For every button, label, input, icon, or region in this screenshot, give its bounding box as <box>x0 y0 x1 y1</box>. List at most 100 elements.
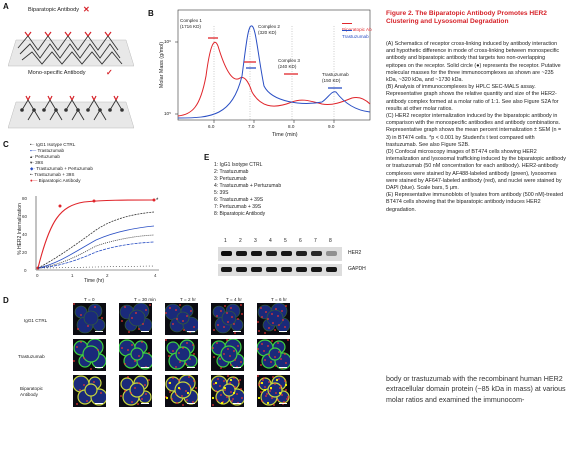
scale-bar <box>95 402 103 404</box>
lane-5: 5 <box>284 238 287 244</box>
panel-c-label: C <box>3 140 9 149</box>
band-her2-lane-5 <box>281 251 292 256</box>
caption-d: (D) Confocal microscopy images of BT474 … <box>386 149 566 192</box>
legend-trastuzumab-label: Trastuzumab <box>342 34 369 39</box>
legend-c-biparatopic: ●— Biparatopic Antibody <box>30 178 81 183</box>
legend-e-3: 3: Pertuzumab <box>214 176 247 182</box>
annotation-complex2: Complex 2 (320 KD) <box>258 24 280 35</box>
panel-a-schematic: Biparatopic Antibody ✕ Mono-specific Ant… <box>8 5 134 132</box>
legend-biparatopic: Biparatopic Ab <box>342 21 374 33</box>
col-label-t6: T = 6 hr <box>271 297 287 302</box>
monospecific-title: Mono-specific Antibody <box>28 70 86 76</box>
band-gapdh-lane-5 <box>281 267 292 272</box>
panel-c-ylabel: % HER2 Internalization <box>17 203 23 255</box>
row-label-biparatopic: Biparatopic Antibody <box>20 386 43 397</box>
micrograph-r3-c3 <box>165 375 198 407</box>
lane-3: 3 <box>254 238 257 244</box>
panel-e-legend: 1: IgG1 Isotype CTRL 2: Trastuzumab 3: P… <box>214 162 281 218</box>
band-her2-lane-4 <box>266 251 277 256</box>
caption-a: (A) Schematics of receptor cross-linking… <box>386 41 561 84</box>
lane-1: 1 <box>224 238 227 244</box>
ytick-1e5: 10⁵ <box>164 111 172 116</box>
caption-c: (C) HER2 receptor internalization induce… <box>386 113 562 148</box>
scale-bar <box>141 366 149 368</box>
figure-caption-body: (A) Schematics of receptor cross-linking… <box>386 41 566 214</box>
band-gapdh-lane-2 <box>236 267 247 272</box>
panel-e-label: E <box>204 153 210 162</box>
band-gapdh-lane-3 <box>251 267 262 272</box>
annotation-complex1: Complex 1 (1716 KD) <box>180 18 202 29</box>
micrograph-r3-c4 <box>211 375 244 407</box>
col-label-t0: T = 0 <box>84 297 95 302</box>
legend-c-trast-pertu: ◆· Trastuzumab + Pertuzumab <box>30 166 93 171</box>
micrograph-r2-c5 <box>257 339 290 371</box>
panel-e-blot <box>218 247 342 279</box>
micrograph-r1-c2 <box>119 303 152 335</box>
scale-bar <box>233 402 241 404</box>
legend-biparatopic-label: Biparatopic Ab <box>342 27 372 32</box>
legend-trastuzumab: Trastuzumab <box>342 28 374 40</box>
micrograph-r1-c1 <box>73 303 106 335</box>
col-label-t2: T = 2 hr <box>180 297 196 302</box>
lane-8: 8 <box>329 238 332 244</box>
band-gapdh-lane-4 <box>266 267 277 272</box>
panel-b-label: B <box>148 9 154 18</box>
svg-text:20: 20 <box>22 250 28 255</box>
svg-text:40: 40 <box>22 232 28 237</box>
svg-text:60: 60 <box>22 214 28 219</box>
lane-7: 7 <box>314 238 317 244</box>
band-her2-lane-6 <box>296 251 307 256</box>
legend-c-igg1: •·· IgG1 Isotype CTRL <box>30 142 76 147</box>
micrograph-r3-c1 <box>73 375 106 407</box>
svg-text:*: * <box>156 198 159 204</box>
scale-bar <box>279 366 287 368</box>
scale-bar <box>279 330 287 332</box>
annotation-complex3: Complex 3 (240 KD) <box>278 58 300 69</box>
legend-c-pertuzumab: ▴· Pertuzumab <box>30 154 60 159</box>
band-label-gapdh: GAPDH <box>348 266 366 272</box>
micrograph-r2-c3 <box>165 339 198 371</box>
band-gapdh-lane-8 <box>326 267 337 272</box>
band-her2-lane-1 <box>221 251 232 256</box>
caption-b: (B) Analysis of immunocomplexes by HPLC … <box>386 84 559 112</box>
legend-c-trast-39s: •- Trastuzumab + 39S <box>30 172 75 177</box>
scale-bar <box>187 402 195 404</box>
scale-bar <box>187 330 195 332</box>
scale-bar <box>233 366 241 368</box>
micrograph-r1-c5 <box>257 303 290 335</box>
lane-6: 6 <box>299 238 302 244</box>
membrane-bottom <box>8 101 134 129</box>
biparatopic-title: Biparatopic Antibody <box>28 7 79 13</box>
legend-e-5: 5: 39S <box>214 190 229 196</box>
scale-bar <box>279 402 287 404</box>
lane-4: 4 <box>269 238 272 244</box>
xtick-8: 8.0 <box>288 124 295 129</box>
annotation-trastuzumab: Trastuzumab (150 KD) <box>322 72 349 83</box>
legend-e-7: 7: Pertuzumab + 39S <box>214 204 262 210</box>
micrograph-r1-c4 <box>211 303 244 335</box>
scale-bar <box>95 330 103 332</box>
svg-text:80: 80 <box>22 196 28 201</box>
cross-mark-icon: ✕ <box>83 5 90 14</box>
legend-c-trastuzumab: ▪— Trastuzumab <box>30 148 65 153</box>
band-gapdh-lane-1 <box>221 267 232 272</box>
lane-2: 2 <box>239 238 242 244</box>
legend-e-4: 4: Trastuzumab + Pertuzumab <box>214 183 282 189</box>
row-label-trastuzumab: Trastuzumab <box>18 354 45 359</box>
panel-b-chart: Biparatopic Ab Trastuzumab Complex 1 (17… <box>152 6 374 146</box>
caption-e: (E) Representative immunoblots of lysate… <box>386 192 564 213</box>
panel-b-ylabel: Molar Mass (g/mol) <box>159 41 165 89</box>
panel-d-label: D <box>3 296 9 305</box>
scale-bar <box>141 402 149 404</box>
micrograph-r3-c2 <box>119 375 152 407</box>
band-her2-lane-2 <box>236 251 247 256</box>
band-gapdh-lane-6 <box>296 267 307 272</box>
micrograph-r2-c4 <box>211 339 244 371</box>
svg-text:0: 0 <box>24 268 27 273</box>
band-her2-lane-7 <box>311 251 322 256</box>
panel-b-xlabel: Time (min) <box>272 132 298 138</box>
col-label-t30: T = 30 min <box>134 297 156 302</box>
legend-e-1: 1: IgG1 Isotype CTRL <box>214 162 263 168</box>
scale-bar <box>187 366 195 368</box>
band-label-her2: HER2 <box>348 250 362 256</box>
